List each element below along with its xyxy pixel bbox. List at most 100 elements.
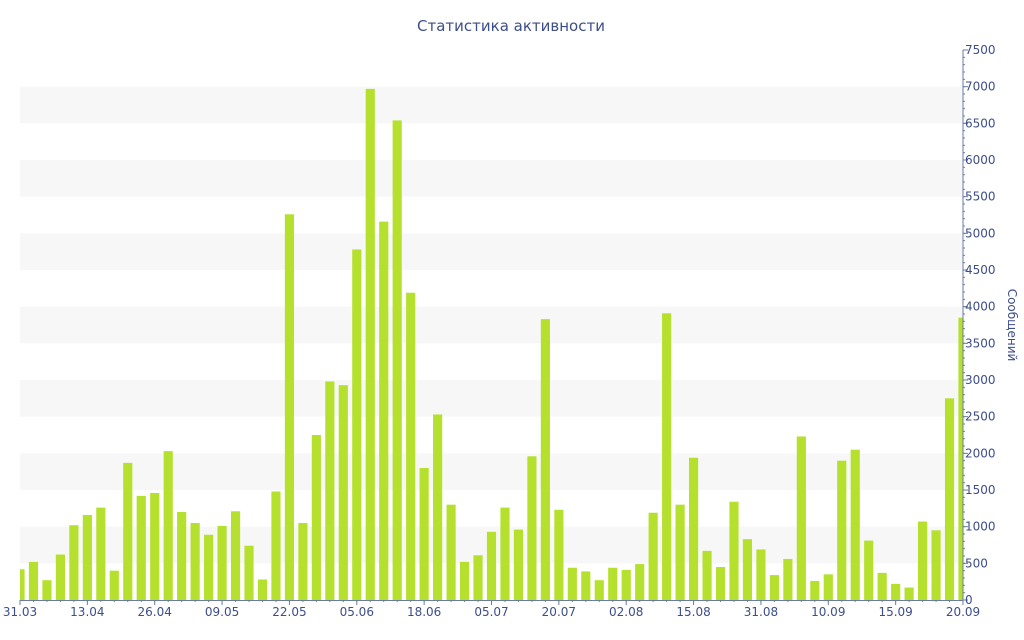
grid-band	[20, 306, 963, 344]
bar	[204, 534, 214, 600]
bar	[850, 449, 860, 600]
bar	[365, 88, 375, 600]
bar	[877, 572, 887, 600]
bar	[82, 514, 92, 600]
bar	[338, 385, 348, 600]
y-tick-label: 3500	[965, 336, 996, 350]
x-tick-label: 10.09	[811, 605, 845, 619]
y-tick-label: 1000	[965, 520, 996, 534]
bar	[163, 451, 173, 600]
grid-band	[20, 86, 963, 124]
x-tick-label: 05.07	[474, 605, 508, 619]
bar	[675, 504, 685, 600]
bar	[419, 468, 429, 600]
bar	[123, 462, 133, 600]
bar	[648, 512, 658, 600]
bar	[769, 575, 779, 600]
y-tick-label: 2500	[965, 410, 996, 424]
bar	[136, 495, 146, 600]
y-tick-label: 0	[965, 593, 973, 607]
bar	[891, 583, 901, 600]
bar	[109, 570, 119, 600]
x-tick-label: 31.08	[744, 605, 778, 619]
bar	[621, 569, 631, 600]
bar	[608, 567, 618, 600]
x-tick-label: 09.05	[205, 605, 239, 619]
bar	[500, 507, 510, 600]
bar	[190, 523, 200, 600]
x-axis-ticks: 31.03 13.04 26.04 09.05 22.05 05.06 18.06 05.07…	[3, 600, 980, 619]
bar	[298, 523, 308, 600]
bar	[42, 580, 52, 600]
bar	[931, 530, 941, 600]
bar	[271, 491, 281, 600]
y-tick-label: 5000	[965, 226, 996, 240]
y-tick-label: 4500	[965, 263, 996, 277]
x-tick-label: 22.05	[272, 605, 306, 619]
bar	[581, 571, 591, 600]
bar	[486, 531, 497, 600]
bar	[783, 558, 793, 600]
bar	[635, 564, 645, 600]
bar	[379, 221, 389, 600]
bar	[904, 587, 914, 600]
bar	[55, 554, 65, 600]
bar	[958, 317, 963, 600]
bar	[540, 319, 550, 600]
x-tick-label: 05.06	[340, 605, 374, 619]
bar	[527, 456, 537, 600]
y-axis-title: Сообщений	[1005, 289, 1019, 362]
bar	[352, 249, 362, 600]
bars-group	[20, 88, 963, 601]
y-tick-label: 6000	[965, 153, 996, 167]
grid-band	[20, 160, 963, 197]
y-tick-label: 7500	[965, 43, 996, 57]
bar	[20, 569, 25, 600]
grid-bands	[20, 86, 963, 564]
bar	[702, 550, 712, 600]
y-tick-label: 6500	[965, 116, 996, 130]
bar	[756, 549, 766, 600]
x-tick-label: 31.03	[3, 605, 37, 619]
bar	[473, 555, 483, 600]
bar	[217, 525, 227, 600]
bar	[177, 512, 187, 600]
y-axis-ticks: 0 500 1000 1500 2000 2500 3000 3500 4000 4500 5000…	[963, 43, 996, 607]
grid-band	[20, 380, 963, 417]
bar	[554, 509, 564, 600]
y-tick-label: 500	[965, 556, 988, 570]
bar	[594, 580, 604, 600]
bar	[944, 398, 955, 600]
bar	[742, 539, 753, 600]
bar	[715, 567, 726, 600]
bar	[392, 120, 402, 601]
y-tick-label: 5500	[965, 190, 996, 204]
bar	[446, 504, 456, 600]
bar	[28, 561, 39, 600]
x-tick-label: 20.09	[946, 605, 980, 619]
bar	[69, 525, 79, 600]
bar	[513, 529, 524, 600]
x-tick-label: 26.04	[138, 605, 172, 619]
bar	[662, 313, 672, 600]
x-tick-label: 15.08	[676, 605, 710, 619]
y-tick-label: 2000	[965, 446, 996, 460]
x-tick-label: 15.09	[878, 605, 912, 619]
bar	[837, 460, 847, 600]
bar	[688, 457, 699, 600]
grid-band	[20, 453, 963, 490]
bar	[150, 492, 160, 600]
bar	[567, 567, 577, 600]
y-tick-label: 7000	[965, 80, 996, 94]
x-tick-label: 20.07	[542, 605, 576, 619]
x-tick-label: 02.08	[609, 605, 643, 619]
bar	[823, 574, 833, 600]
bar	[864, 540, 874, 600]
bar	[810, 580, 820, 600]
bar	[257, 579, 268, 600]
x-tick-label: 18.06	[407, 605, 441, 619]
bar	[325, 381, 335, 600]
chart-title: Статистика активности	[417, 17, 605, 35]
bar	[230, 511, 241, 600]
